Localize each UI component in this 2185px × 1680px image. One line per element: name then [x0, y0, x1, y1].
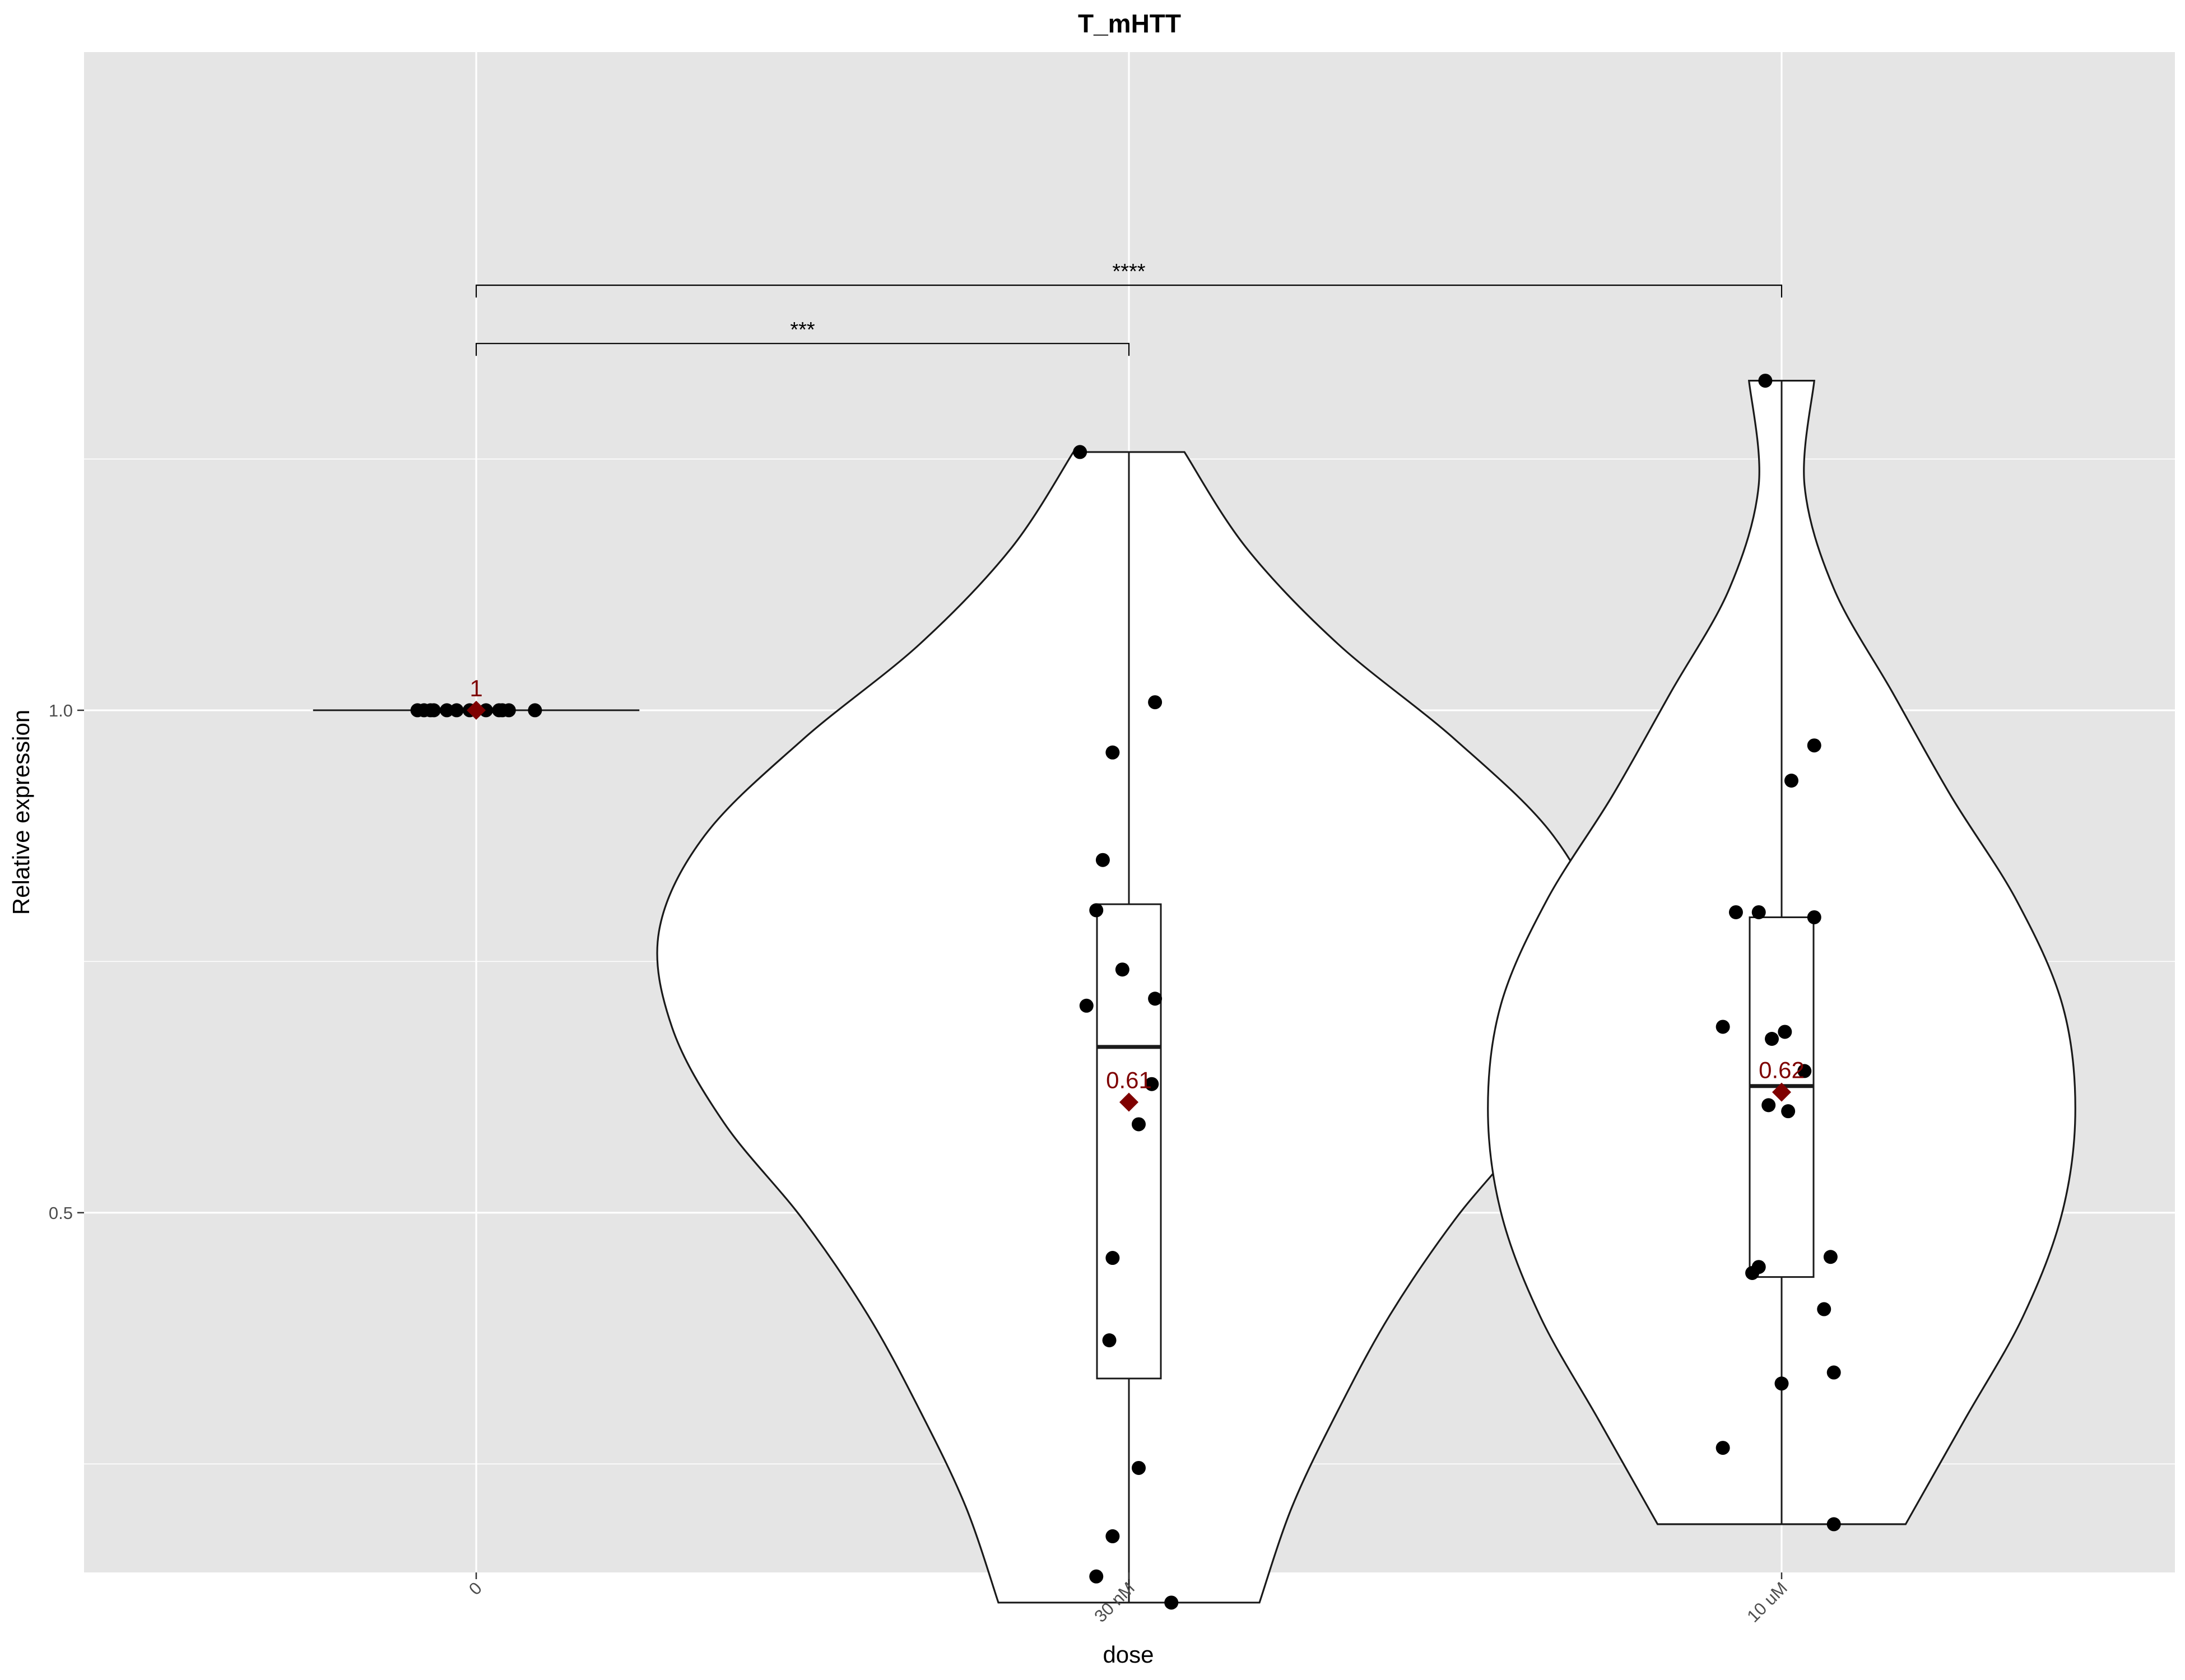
data-point: [1164, 1595, 1179, 1610]
data-point: [478, 703, 493, 718]
y-tick-label: 0.5: [49, 1203, 73, 1223]
data-point: [1774, 1376, 1789, 1391]
data-point: [440, 703, 454, 718]
data-point: [1089, 903, 1104, 918]
data-point: [1148, 695, 1163, 710]
x-axis-title: dose: [1103, 1641, 1154, 1668]
x-tick-label: 0: [465, 1578, 486, 1599]
data-point: [1105, 1251, 1120, 1265]
data-point: [1089, 1569, 1104, 1584]
data-point: [501, 703, 516, 718]
data-point: [1765, 1031, 1779, 1046]
data-point: [1823, 1250, 1838, 1264]
data-point: [1131, 1117, 1146, 1132]
significance-label: ****: [1112, 260, 1145, 283]
data-point: [1095, 853, 1110, 867]
mean-marker: [467, 700, 486, 720]
comparison-bracket: [475, 285, 1783, 298]
data-point: [1145, 1077, 1159, 1091]
box-iqr: [1096, 903, 1162, 1380]
data-point: [449, 703, 464, 718]
data-point: [1761, 1098, 1776, 1113]
data-point: [1079, 998, 1094, 1013]
data-point: [528, 703, 542, 718]
data-point: [1105, 1529, 1120, 1543]
data-points: [410, 374, 1841, 1610]
data-point: [1102, 1333, 1117, 1348]
data-point: [1105, 745, 1120, 760]
data-point: [1807, 738, 1821, 753]
data-point: [1778, 1025, 1792, 1039]
data-point: [1115, 962, 1129, 977]
data-point: [1131, 1460, 1146, 1475]
mean-marker: [1119, 1092, 1138, 1112]
data-point: [1807, 910, 1821, 924]
data-point: [1797, 1064, 1812, 1078]
data-point: [426, 703, 441, 718]
data-point: [1758, 374, 1773, 388]
data-point: [1817, 1302, 1831, 1316]
data-point: [1751, 905, 1766, 919]
data-point: [1728, 905, 1743, 919]
data-point: [1826, 1517, 1841, 1532]
significance-brackets: *******: [475, 260, 1783, 356]
mean-markers: 1 0.61 0.62: [467, 675, 1805, 1112]
boxplots: [1096, 380, 1815, 1603]
comparison-bracket: [475, 343, 1130, 356]
data-point: [1826, 1365, 1841, 1380]
y-tick-label: 1.0: [49, 701, 73, 720]
data-point: [1745, 1265, 1760, 1280]
violin-2: [1487, 379, 2076, 1525]
data-point: [1784, 773, 1798, 788]
mean-marker: [1772, 1082, 1791, 1102]
data-point: [1148, 992, 1163, 1006]
mean-label: 0.62: [1759, 1057, 1805, 1083]
data-point: [1716, 1020, 1730, 1034]
x-tick-label: 10 uM: [1743, 1578, 1791, 1626]
chart-title: T_mHTT: [1078, 9, 1181, 38]
y-axis-title: Relative expression: [8, 710, 34, 915]
significance-label: ***: [790, 318, 815, 342]
data-point: [1781, 1104, 1796, 1119]
mean-label: 0.61: [1106, 1067, 1152, 1093]
mean-label: 1: [469, 675, 482, 701]
data-point: [1073, 445, 1087, 459]
box-iqr: [1749, 916, 1815, 1278]
data-point: [1716, 1441, 1730, 1455]
violins: [313, 379, 2076, 1604]
